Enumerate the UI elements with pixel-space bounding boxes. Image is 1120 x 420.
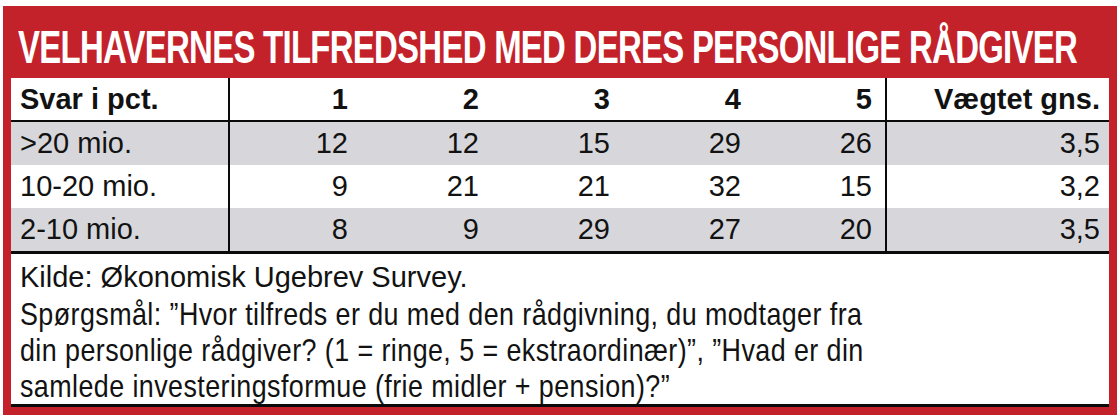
column-header-5: 5 <box>754 78 887 120</box>
question-line-2: din personlige rådgiver? (1 = ringe, 5 =… <box>20 332 935 368</box>
table-cell: 12 <box>361 122 492 165</box>
column-header-svar-i-pct: Svar i pct. <box>11 78 230 120</box>
infographic-card: VELHAVERNES TILFREDSHED MED DERES PERSON… <box>3 6 1117 415</box>
table-row-over-20-mio: >20 mio. 12 12 15 29 26 3,5 <box>11 122 1109 165</box>
table-cell: 29 <box>492 208 623 251</box>
table-cell: 9 <box>361 208 492 251</box>
table-cell: 15 <box>754 165 887 208</box>
table-cell: 9 <box>230 165 361 208</box>
table-cell: 29 <box>623 122 754 165</box>
table-cell: 12 <box>230 122 361 165</box>
column-header-3: 3 <box>492 78 623 120</box>
source-line: Kilde: Økonomisk Ugebrev Survey. <box>20 259 1109 296</box>
title-banner: VELHAVERNES TILFREDSHED MED DERES PERSON… <box>11 14 1109 78</box>
table-cell: 20 <box>754 208 887 251</box>
chart-title: VELHAVERNES TILFREDSHED MED DERES PERSON… <box>18 23 1077 70</box>
column-header-2: 2 <box>361 78 492 120</box>
row-label: 2-10 mio. <box>11 208 230 251</box>
column-header-1: 1 <box>230 78 361 120</box>
weighted-average-cell: 3,5 <box>887 208 1109 251</box>
column-header-vaegtet-gns: Vægtet gns. <box>887 78 1109 120</box>
row-label: >20 mio. <box>11 122 230 165</box>
weighted-average-cell: 3,5 <box>887 122 1109 165</box>
weighted-average-cell: 3,2 <box>887 165 1109 208</box>
table-cell: 27 <box>623 208 754 251</box>
card-inner: VELHAVERNES TILFREDSHED MED DERES PERSON… <box>11 14 1109 407</box>
question-line-1: Spørgsmål: ”Hvor tilfreds er du med den … <box>20 296 935 332</box>
table-cell: 8 <box>230 208 361 251</box>
table-row-10-20-mio: 10-20 mio. 9 21 21 32 15 3,2 <box>11 165 1109 208</box>
table-cell: 32 <box>623 165 754 208</box>
row-label: 10-20 mio. <box>11 165 230 208</box>
table-cell: 21 <box>361 165 492 208</box>
question-line-3: samlede investeringsformue (frie midler … <box>20 368 935 404</box>
footnote-block: Kilde: Økonomisk Ugebrev Survey. Spørgsm… <box>11 254 1109 404</box>
table-header-row: Svar i pct. 1 2 3 4 5 Vægtet gns. <box>11 78 1109 122</box>
table-cell: 21 <box>492 165 623 208</box>
table-cell: 26 <box>754 122 887 165</box>
column-header-4: 4 <box>623 78 754 120</box>
table-row-2-10-mio: 2-10 mio. 8 9 29 27 20 3,5 <box>11 208 1109 254</box>
table-cell: 15 <box>492 122 623 165</box>
